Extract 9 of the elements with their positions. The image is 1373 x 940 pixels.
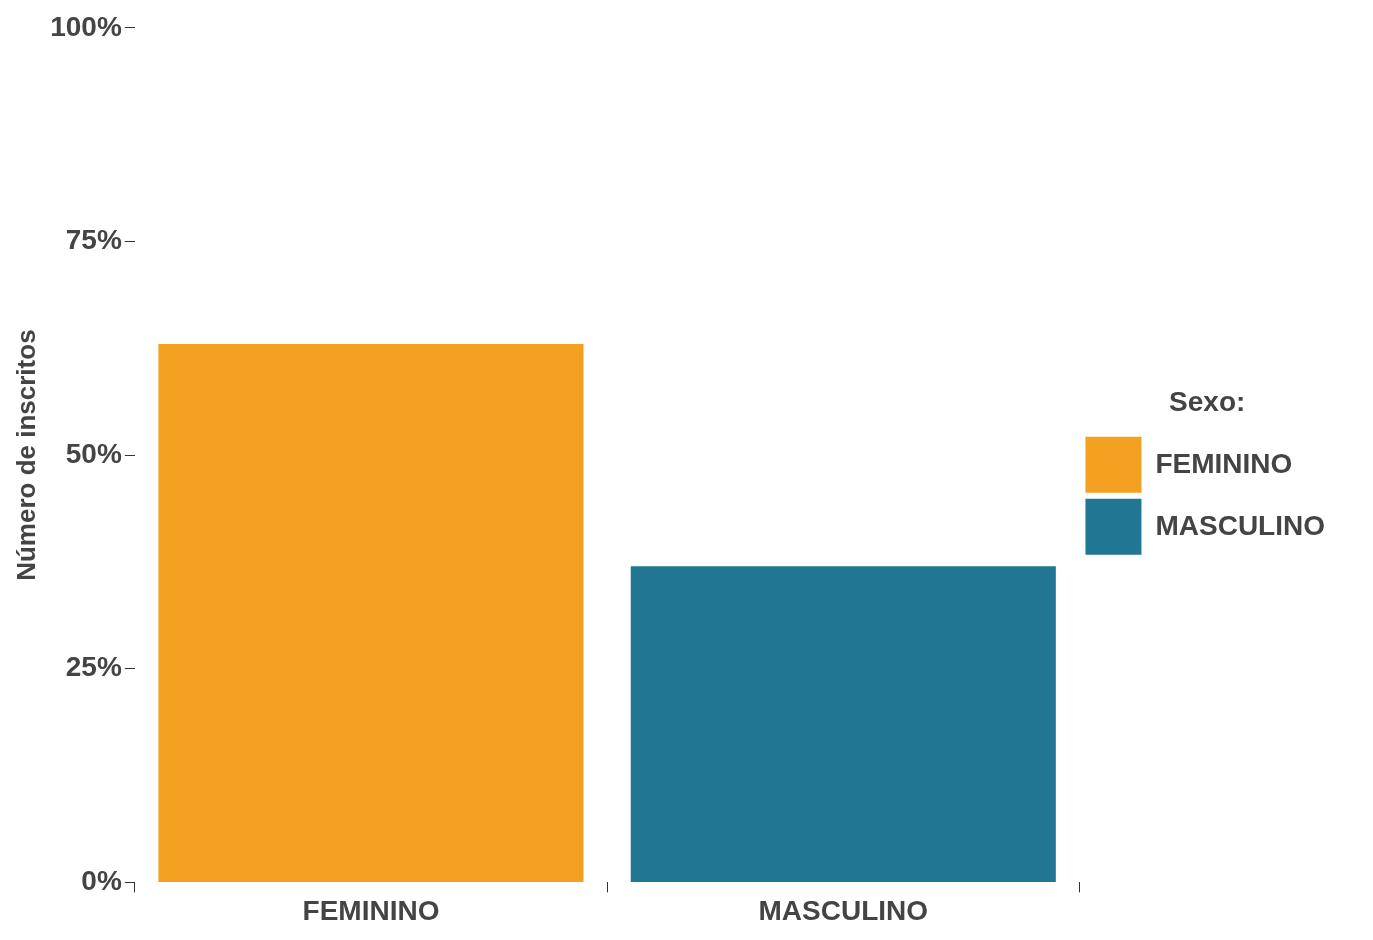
- legend-title: Sexo:: [1169, 385, 1246, 417]
- legend-label: FEMININO: [1155, 447, 1293, 479]
- y-axis-title: Número de inscritos: [10, 329, 41, 581]
- y-tick-label: 25%: [65, 651, 122, 683]
- y-tick-label: 100%: [50, 10, 122, 42]
- y-tick-label: 50%: [65, 437, 122, 469]
- y-tick-label: 75%: [65, 224, 122, 256]
- legend-label: MASCULINO: [1155, 509, 1325, 541]
- y-tick-label: 0%: [81, 865, 122, 897]
